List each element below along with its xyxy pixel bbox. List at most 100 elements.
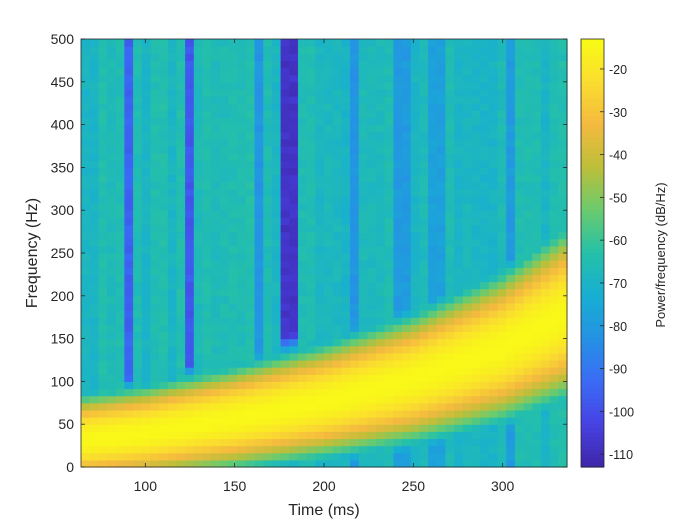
heatmap-cell xyxy=(454,174,464,183)
heatmap-cell xyxy=(358,39,368,47)
heatmap-cell xyxy=(523,338,533,347)
heatmap-cell xyxy=(324,281,334,290)
heatmap-cell xyxy=(549,310,559,318)
heatmap-cell xyxy=(558,360,568,368)
heatmap-cell xyxy=(436,402,447,411)
heatmap-cell xyxy=(141,409,152,418)
heatmap-cell xyxy=(176,53,186,61)
heatmap-cell xyxy=(358,295,368,304)
heatmap-cell xyxy=(245,360,256,368)
heatmap-cell xyxy=(332,181,342,190)
heatmap-cell xyxy=(237,74,247,83)
heatmap-cell xyxy=(393,39,403,47)
heatmap-cell xyxy=(211,167,221,176)
y-tick-label: 450 xyxy=(51,74,75,90)
heatmap-cell xyxy=(98,224,108,233)
heatmap xyxy=(81,39,568,468)
heatmap-cell xyxy=(150,409,160,418)
heatmap-cell xyxy=(376,260,386,268)
heatmap-cell xyxy=(428,338,438,347)
heatmap-cell xyxy=(506,317,516,325)
colorbar-swatch xyxy=(581,231,604,237)
heatmap-cell xyxy=(384,160,395,168)
heatmap-cell xyxy=(245,46,256,54)
heatmap-cell xyxy=(332,103,342,111)
heatmap-cell xyxy=(133,210,143,218)
heatmap-cell xyxy=(89,153,99,161)
heatmap-cell xyxy=(428,117,438,126)
heatmap-cell xyxy=(350,302,360,311)
heatmap-cell xyxy=(402,302,412,311)
heatmap-cell xyxy=(115,174,125,183)
heatmap-cell xyxy=(376,181,386,190)
heatmap-cell xyxy=(428,88,438,97)
colorbar-swatch xyxy=(581,372,604,378)
heatmap-cell xyxy=(98,338,108,347)
heatmap-cell xyxy=(350,67,360,76)
heatmap-cell xyxy=(350,360,360,368)
heatmap-cell xyxy=(306,174,316,183)
heatmap-cell xyxy=(480,210,490,218)
heatmap-cell xyxy=(271,267,282,275)
heatmap-cell xyxy=(454,224,464,233)
heatmap-cell xyxy=(532,260,542,268)
heatmap-cell xyxy=(428,324,438,333)
heatmap-cell xyxy=(124,67,134,76)
heatmap-cell xyxy=(89,160,99,168)
colorbar-swatch xyxy=(581,227,604,233)
heatmap-cell xyxy=(540,203,551,211)
heatmap-cell xyxy=(98,110,108,119)
heatmap-cell xyxy=(523,195,533,204)
heatmap-cell xyxy=(167,181,178,190)
heatmap-cell xyxy=(384,424,395,432)
heatmap-cell xyxy=(254,174,264,183)
heatmap-cell xyxy=(506,224,516,233)
heatmap-cell xyxy=(176,238,186,247)
heatmap-cell xyxy=(245,138,256,147)
heatmap-cell xyxy=(324,260,334,268)
heatmap-cell xyxy=(211,345,221,354)
heatmap-cell xyxy=(454,253,464,261)
heatmap-cell xyxy=(271,445,282,454)
heatmap-cell xyxy=(124,331,134,340)
heatmap-cell xyxy=(159,331,169,340)
heatmap-cell xyxy=(159,138,169,147)
heatmap-cell xyxy=(506,345,516,354)
heatmap-cell xyxy=(480,310,490,318)
heatmap-cell xyxy=(107,231,117,240)
heatmap-cell xyxy=(245,352,256,361)
heatmap-cell xyxy=(211,274,221,283)
heatmap-cell xyxy=(107,174,117,183)
heatmap-cell xyxy=(514,46,525,54)
heatmap-cell xyxy=(558,409,568,418)
heatmap-cell xyxy=(358,153,368,161)
heatmap-cell xyxy=(176,374,186,382)
heatmap-cell xyxy=(324,317,334,325)
heatmap-cell xyxy=(549,445,559,454)
heatmap-cell xyxy=(219,360,230,368)
heatmap-cell xyxy=(81,195,91,204)
heatmap-cell xyxy=(107,324,117,333)
heatmap-cell xyxy=(289,245,299,254)
heatmap-cell xyxy=(280,110,290,119)
heatmap-cell xyxy=(124,352,134,361)
heatmap-cell xyxy=(159,53,169,61)
heatmap-cell xyxy=(98,445,108,454)
heatmap-cell xyxy=(436,81,447,90)
heatmap-cell xyxy=(115,445,125,454)
heatmap-cell xyxy=(185,367,195,375)
heatmap-cell xyxy=(462,295,473,304)
heatmap-cell xyxy=(532,146,542,154)
heatmap-cell xyxy=(315,188,325,197)
heatmap-cell xyxy=(141,67,152,76)
heatmap-cell xyxy=(540,438,551,447)
heatmap-cell xyxy=(436,195,447,204)
heatmap-cell xyxy=(384,124,395,133)
heatmap-cell xyxy=(150,367,160,375)
heatmap-cell xyxy=(211,388,221,397)
heatmap-cell xyxy=(532,74,542,83)
heatmap-cell xyxy=(297,459,308,468)
heatmap-cell xyxy=(289,46,299,54)
heatmap-cell xyxy=(81,74,91,83)
heatmap-cell xyxy=(393,310,403,318)
